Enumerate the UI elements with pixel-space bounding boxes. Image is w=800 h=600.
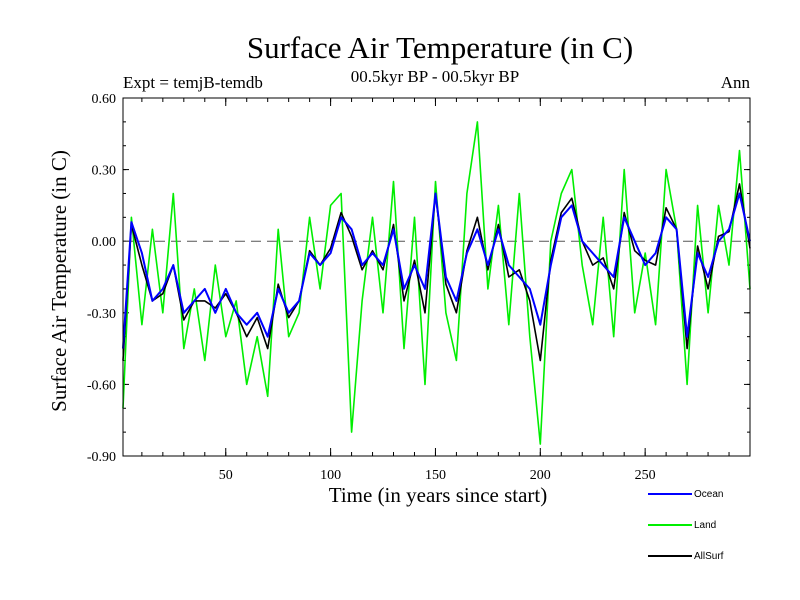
y-tick-label: 0.00 [92,235,117,250]
season-label: Ann [721,73,751,92]
x-axis-ticks: 50 100 150 200 250 [141,98,730,483]
y-tick-label: -0.90 [87,450,116,465]
experiment-label: Expt = temjB-temdb [123,73,263,92]
time-range-label: 00.5kyr BP - 00.5kyr BP [351,67,519,86]
chart-title: Surface Air Temperature (in C) [247,30,633,65]
x-tick-label: 250 [635,468,656,483]
legend: Ocean Land AllSurf [648,489,724,562]
y-tick-label: 0.30 [92,164,117,179]
x-tick-label: 200 [530,468,551,483]
legend-label-allsurf: AllSurf [694,551,724,562]
series-layer [122,121,751,445]
legend-label-land: Land [694,520,716,531]
x-tick-label: 150 [425,468,446,483]
y-tick-label: -0.30 [87,307,116,322]
x-tick-label: 50 [219,468,233,483]
series-line-land [122,121,751,445]
y-axis-label: Surface Air Temperature (in C) [47,150,71,412]
y-tick-label: -0.60 [87,378,116,393]
x-axis-label: Time (in years since start) [329,483,548,507]
plot-frame [122,97,751,457]
series-line-ocean [122,192,751,349]
legend-label-ocean: Ocean [694,489,723,500]
y-tick-label: 0.60 [92,92,117,107]
x-tick-label: 100 [320,468,341,483]
